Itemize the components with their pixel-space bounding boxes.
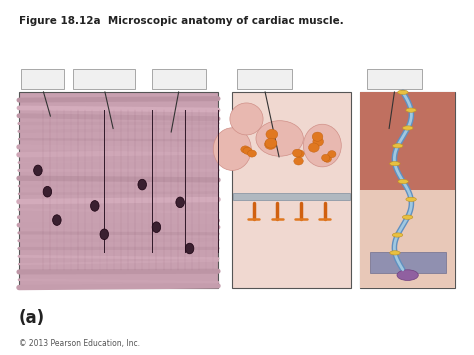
- Ellipse shape: [390, 162, 400, 166]
- Text: © 2013 Pearson Education, Inc.: © 2013 Pearson Education, Inc.: [19, 339, 140, 348]
- Ellipse shape: [138, 179, 146, 190]
- Bar: [360, 190, 455, 288]
- Ellipse shape: [398, 179, 409, 184]
- Ellipse shape: [53, 215, 61, 225]
- Ellipse shape: [230, 103, 263, 135]
- Ellipse shape: [402, 126, 413, 130]
- Ellipse shape: [406, 108, 416, 112]
- Ellipse shape: [152, 222, 161, 233]
- Ellipse shape: [398, 90, 408, 94]
- Bar: [232, 92, 351, 288]
- Ellipse shape: [292, 149, 302, 157]
- Ellipse shape: [390, 251, 400, 255]
- Ellipse shape: [213, 128, 251, 170]
- Ellipse shape: [43, 186, 52, 197]
- Ellipse shape: [241, 146, 250, 153]
- Ellipse shape: [295, 150, 304, 158]
- Ellipse shape: [313, 137, 324, 146]
- FancyBboxPatch shape: [237, 69, 292, 89]
- Ellipse shape: [185, 243, 194, 254]
- Bar: [360, 92, 455, 288]
- FancyBboxPatch shape: [367, 69, 422, 89]
- Ellipse shape: [100, 229, 109, 240]
- Ellipse shape: [328, 151, 336, 158]
- Ellipse shape: [406, 197, 416, 202]
- Ellipse shape: [264, 140, 276, 149]
- Text: Figure 18.12a  Microscopic anatomy of cardiac muscle.: Figure 18.12a Microscopic anatomy of car…: [19, 16, 344, 26]
- Ellipse shape: [34, 165, 42, 176]
- Ellipse shape: [265, 138, 277, 148]
- Ellipse shape: [392, 233, 403, 237]
- Bar: [233, 193, 350, 200]
- Ellipse shape: [91, 201, 99, 211]
- FancyBboxPatch shape: [152, 69, 206, 89]
- Ellipse shape: [247, 150, 256, 157]
- Ellipse shape: [309, 143, 319, 152]
- Bar: [19, 92, 218, 288]
- Ellipse shape: [312, 132, 323, 141]
- Bar: [370, 252, 446, 273]
- FancyBboxPatch shape: [73, 69, 135, 89]
- Ellipse shape: [266, 129, 278, 139]
- Text: (a): (a): [19, 309, 45, 327]
- Ellipse shape: [397, 270, 418, 280]
- FancyBboxPatch shape: [21, 69, 64, 89]
- Ellipse shape: [294, 157, 303, 165]
- Ellipse shape: [402, 215, 413, 219]
- Ellipse shape: [303, 124, 341, 167]
- Bar: [360, 92, 455, 190]
- Ellipse shape: [323, 155, 331, 162]
- Ellipse shape: [176, 197, 184, 208]
- Ellipse shape: [243, 147, 252, 154]
- Ellipse shape: [321, 154, 330, 162]
- Ellipse shape: [256, 121, 303, 156]
- Ellipse shape: [392, 144, 403, 148]
